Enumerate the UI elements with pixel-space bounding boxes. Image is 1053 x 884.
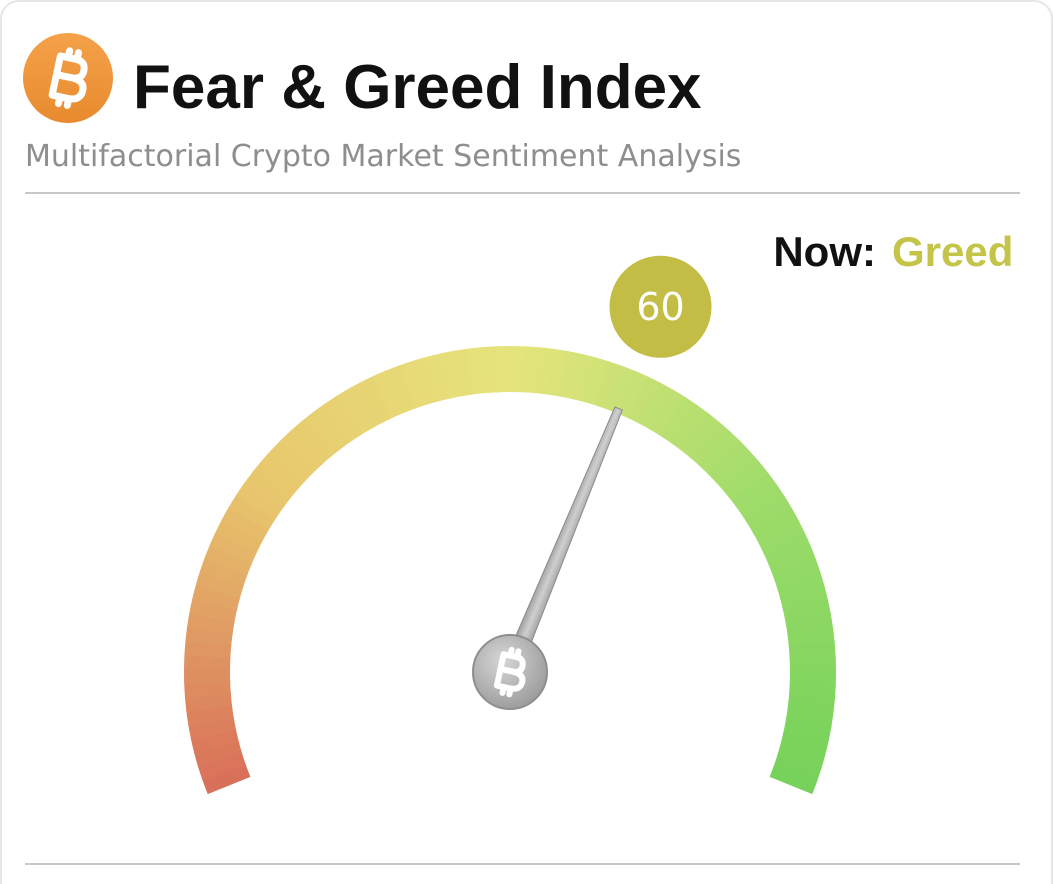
arc-segment — [776, 572, 825, 600]
status: Greed — [892, 228, 1013, 275]
arc-segment — [243, 470, 290, 511]
arc-segment — [261, 449, 306, 492]
arc-segment — [439, 350, 464, 399]
arc-segment — [522, 346, 541, 394]
arc-segment — [638, 382, 675, 431]
arc-segment — [773, 753, 822, 783]
arc-segment — [312, 403, 352, 450]
arc-segment — [290, 420, 333, 466]
arc-segment — [184, 639, 232, 659]
arc-segment — [534, 347, 555, 395]
arc-segment — [558, 350, 583, 400]
arc-segment — [757, 520, 806, 555]
arc-segment — [707, 440, 751, 484]
arc-segment — [649, 389, 687, 437]
arc-segment — [202, 763, 251, 795]
arc-segment — [189, 597, 238, 622]
arc-segment — [751, 507, 800, 544]
arc-segment — [570, 353, 597, 402]
arc-segment — [783, 718, 832, 743]
title: Fear & Greed Index — [133, 53, 702, 122]
arc-segment — [788, 682, 836, 701]
arc-segment — [323, 395, 362, 443]
arc-segment — [788, 641, 836, 660]
hub-icon-shape — [493, 646, 526, 698]
arc-segment — [605, 365, 637, 414]
hub-icon — [493, 646, 526, 698]
arc-segment — [425, 353, 452, 402]
arc-segment — [769, 765, 818, 795]
arc-segment — [763, 532, 812, 566]
subtitle: Multifactorial Crypto Market Sentiment A… — [25, 139, 741, 174]
arc-segment — [184, 692, 233, 713]
arc-segment — [187, 611, 235, 634]
arc-segment — [412, 356, 440, 405]
arc-segment — [197, 752, 247, 781]
arc-segment — [768, 545, 817, 577]
value-bubble — [609, 255, 712, 358]
arc-segment — [193, 740, 243, 768]
arc-segment — [221, 505, 270, 542]
arc-segment — [188, 716, 237, 741]
arc-segment — [209, 530, 258, 564]
arc-segment — [785, 706, 834, 729]
arc-segment — [185, 625, 233, 646]
arc-segment — [785, 613, 834, 636]
arc-segment — [204, 543, 253, 575]
arc-segment — [252, 459, 298, 501]
arc-segment — [715, 450, 761, 493]
arc-segment — [779, 585, 829, 612]
arc-segment — [467, 347, 488, 395]
arc-segment — [186, 704, 234, 727]
logo — [23, 33, 113, 123]
arc-segment — [745, 495, 793, 533]
arc-segment — [582, 357, 610, 406]
arc-segment — [787, 627, 835, 648]
arc-segment — [772, 558, 821, 589]
arc-segment — [689, 421, 732, 467]
arc-segment — [616, 370, 650, 419]
arc-segment — [195, 570, 245, 599]
arc-segment — [787, 694, 835, 715]
now-label: Now: — [773, 228, 876, 275]
arc-segment — [398, 360, 429, 409]
arc-segment — [228, 493, 276, 531]
arc-segment — [372, 369, 406, 419]
value-label: 60 — [636, 285, 684, 329]
arc-segment — [335, 388, 373, 436]
arc-segment — [190, 728, 239, 754]
arc-segment — [453, 348, 476, 397]
arc-segment — [731, 472, 778, 513]
arc-segment — [184, 680, 231, 699]
arc-segment — [659, 396, 698, 444]
arc-segment — [627, 376, 662, 425]
arc-segment — [669, 404, 710, 451]
arc-segment — [679, 412, 721, 459]
arc-segment — [777, 742, 826, 770]
arc-segment — [215, 518, 264, 553]
arc-segment — [385, 364, 417, 414]
arc-segment — [481, 346, 500, 394]
arc-segment — [235, 482, 283, 521]
arc-segment — [546, 348, 569, 397]
arc-segment — [698, 430, 742, 475]
arc-segment — [723, 461, 770, 503]
arc-segment — [360, 375, 394, 424]
gauge: 60 — [184, 255, 836, 795]
arc-segment — [270, 439, 315, 483]
arc-segment — [301, 411, 342, 458]
arc-segment — [593, 360, 624, 410]
arc-segment — [280, 429, 323, 474]
gauge-arc — [184, 346, 836, 795]
arc-segment — [738, 483, 786, 523]
arc-segment — [199, 556, 249, 587]
arc-segment — [782, 599, 832, 624]
arc-segment — [780, 730, 829, 756]
arc-segment — [347, 381, 383, 430]
arc-segment — [192, 583, 241, 610]
